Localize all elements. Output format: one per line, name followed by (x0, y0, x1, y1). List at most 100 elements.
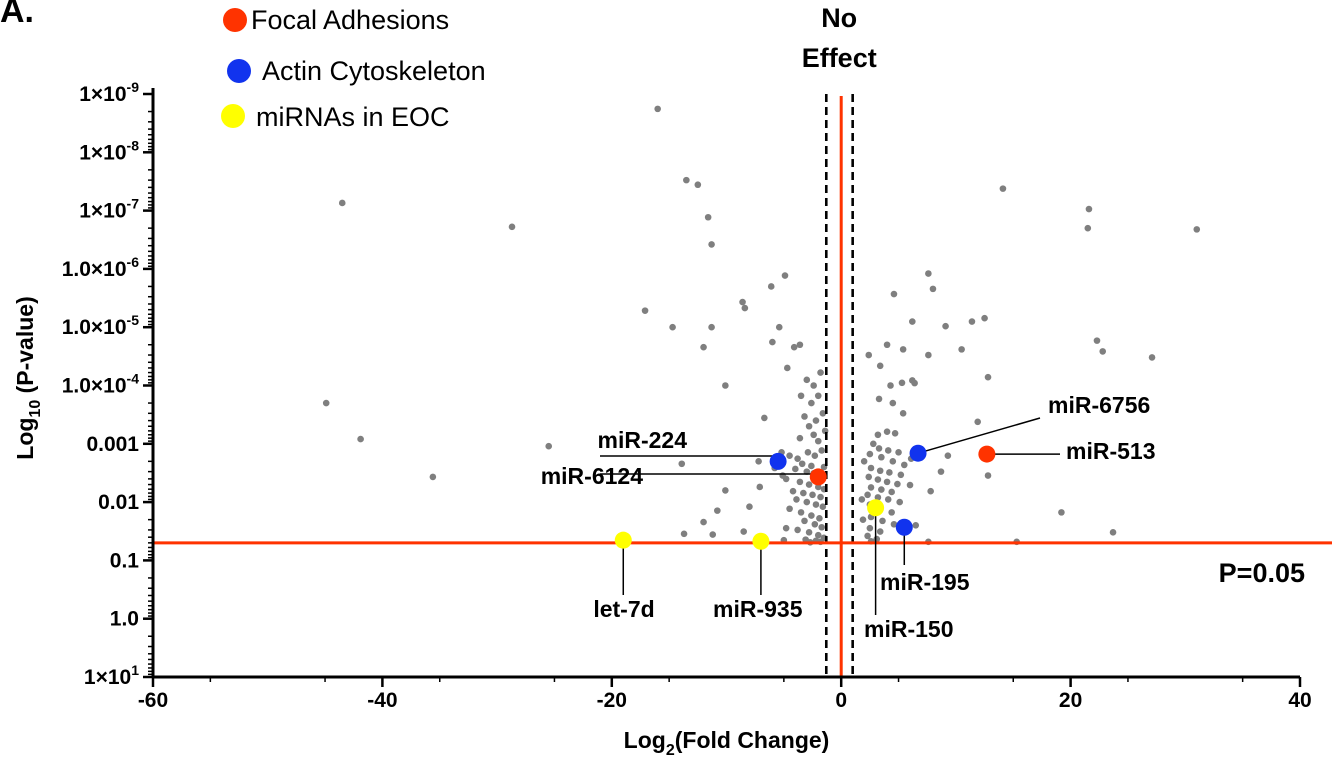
data-point (741, 304, 749, 312)
data-point (786, 505, 793, 513)
data-point (814, 483, 822, 491)
data-point (876, 467, 884, 475)
data-point (944, 452, 952, 460)
data-point (714, 507, 721, 514)
point-label: miR-513 (1066, 438, 1155, 464)
data-point (876, 362, 884, 370)
point-label: miR-6124 (541, 463, 643, 489)
data-point (761, 414, 768, 422)
data-point (894, 480, 901, 488)
data-point (874, 431, 882, 439)
point-label: let-7d (593, 596, 654, 622)
y-tick-label: 1×10-9 (79, 79, 139, 106)
panel-label: A. (0, 0, 34, 30)
data-point (789, 487, 797, 495)
data-point (984, 472, 992, 479)
data-point (804, 449, 812, 456)
data-point (912, 521, 920, 529)
highlighted-points: miR-224 miR-6124 miR-6756 miR-513 miR-195 miR… (541, 392, 1156, 642)
data-point (746, 503, 753, 511)
data-point (810, 382, 817, 389)
data-point (812, 417, 820, 424)
legend-label: miRNAs in EOC (256, 102, 450, 132)
data-point (860, 458, 868, 465)
x-tick-label: -60 (138, 689, 168, 712)
data-point (782, 524, 790, 532)
data-point (700, 518, 707, 526)
data-point (878, 453, 885, 461)
data-point (801, 413, 808, 420)
legend-label: Actin Cytoskeleton (262, 56, 486, 86)
data-point (338, 199, 346, 207)
data-point (1148, 354, 1156, 361)
data-point (678, 460, 686, 468)
threshold-label: P=0.05 (1219, 558, 1305, 588)
data-point (896, 498, 903, 506)
data-point (925, 351, 932, 359)
data-point (779, 472, 787, 479)
y-tick-label: 1.0×10-6 (62, 254, 139, 281)
data-point (906, 481, 914, 489)
data-point (814, 392, 822, 400)
highlighted-point (895, 518, 913, 536)
data-point (803, 376, 811, 384)
y-tick-label: 1×10-8 (79, 137, 139, 164)
data-point (800, 489, 807, 497)
data-point (867, 464, 875, 472)
data-point (798, 460, 806, 468)
data-point (864, 532, 871, 540)
data-point (878, 486, 885, 493)
data-point (865, 473, 873, 481)
highlighted-point (752, 532, 770, 550)
data-point (900, 461, 908, 469)
data-point (927, 487, 934, 495)
x-tick-label: 40 (1288, 689, 1311, 712)
y-tick-label: 1×101 (84, 662, 139, 689)
data-point (722, 487, 729, 494)
y-tick-label: 1×10-7 (79, 196, 139, 223)
data-point (793, 496, 800, 503)
y-axis-title: Log10 (P-value) (12, 296, 44, 459)
data-point (322, 399, 330, 407)
data-point (786, 452, 793, 460)
data-point (545, 442, 553, 450)
data-point (680, 530, 688, 538)
data-point (864, 491, 871, 499)
data-point (797, 392, 805, 400)
data-point (865, 351, 873, 359)
data-point (700, 343, 707, 351)
legend-marker (221, 104, 245, 128)
data-point (708, 323, 715, 331)
data-point (794, 526, 801, 534)
data-point (889, 399, 897, 407)
data-point (817, 369, 824, 376)
data-point (755, 458, 762, 465)
data-point (899, 346, 907, 353)
data-point (808, 512, 815, 519)
data-point (888, 488, 895, 496)
data-point (1093, 337, 1101, 344)
data-point (801, 517, 808, 525)
data-point (929, 285, 937, 293)
data-point (937, 468, 945, 475)
data-point (968, 318, 976, 325)
data-point (797, 509, 805, 516)
y-tick-label: 0.1 (110, 549, 140, 572)
data-point (984, 373, 992, 381)
data-point (805, 422, 813, 430)
data-point (811, 520, 819, 528)
data-point (819, 410, 827, 417)
data-point (897, 471, 905, 479)
data-point (887, 382, 894, 389)
x-tick-label: 0 (835, 689, 847, 712)
data-point (694, 181, 702, 189)
data-point (1109, 529, 1117, 536)
data-point (810, 431, 817, 439)
data-point (909, 318, 916, 325)
point-label: miR-150 (864, 616, 953, 642)
no-effect-label: No (821, 3, 857, 33)
data-point (814, 531, 822, 539)
data-point (805, 529, 813, 536)
data-point (875, 445, 883, 452)
